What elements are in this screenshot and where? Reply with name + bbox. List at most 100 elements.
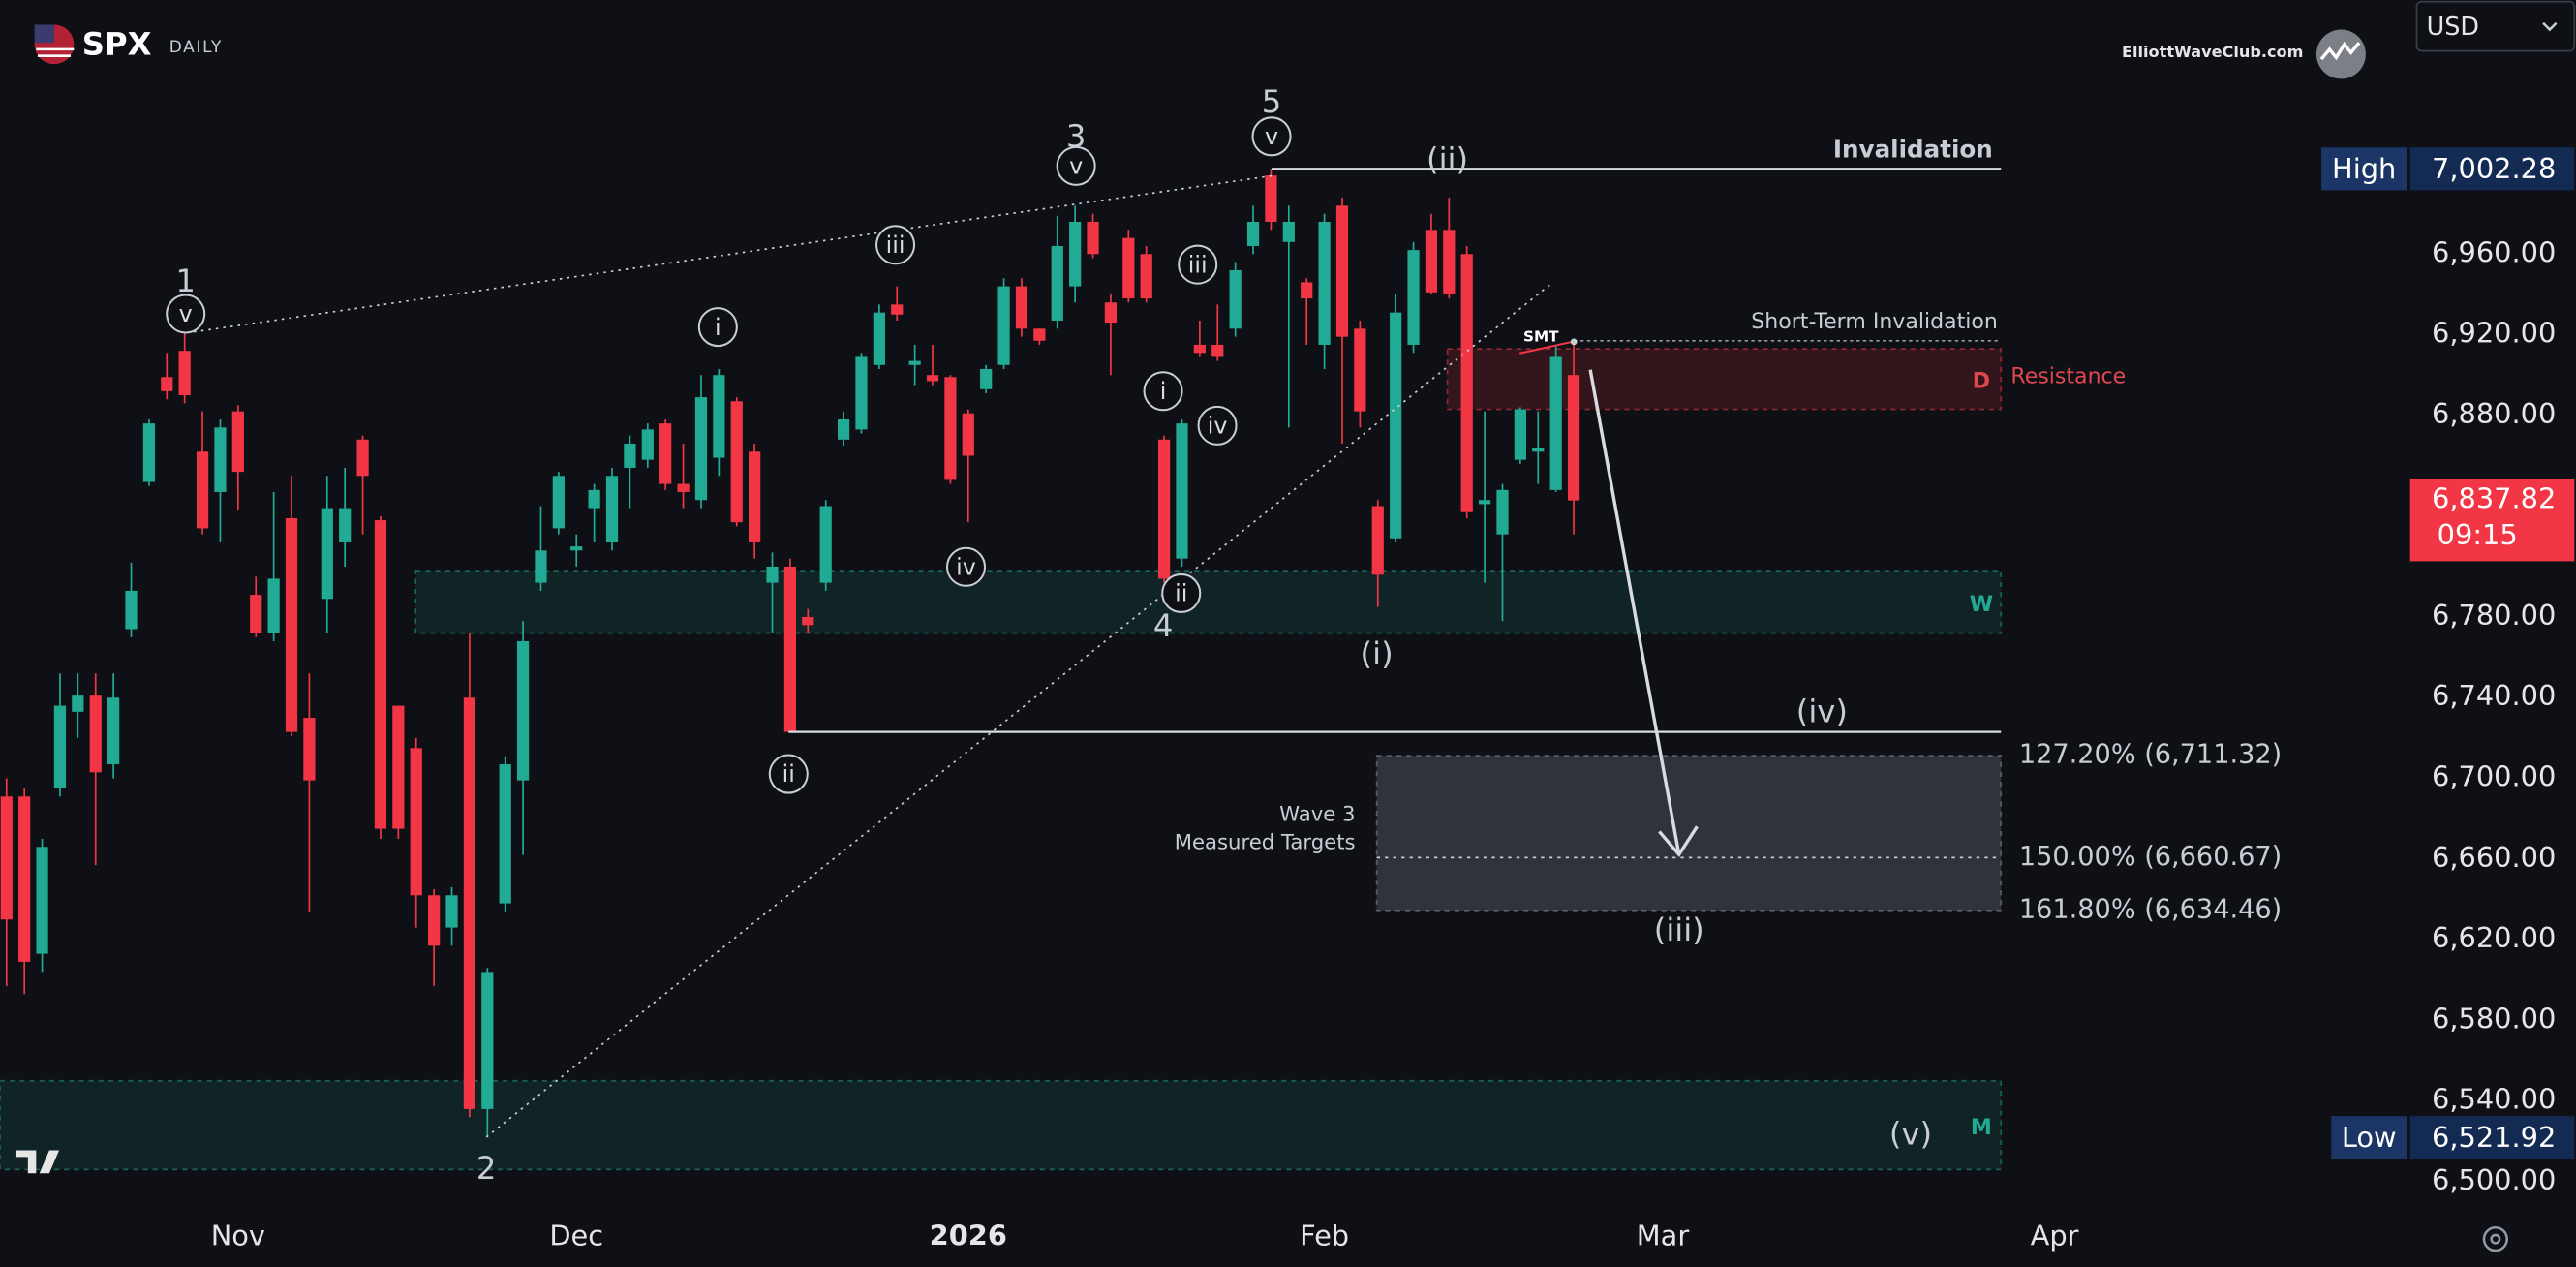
wave-label: (ii) xyxy=(1426,140,1468,177)
candle-body xyxy=(445,895,458,928)
currency-label: USD xyxy=(2427,12,2479,41)
candle-body xyxy=(1051,245,1063,321)
candle-body xyxy=(285,517,298,732)
candle-body xyxy=(997,286,1010,365)
candle-body xyxy=(730,401,743,523)
candle-body xyxy=(107,697,120,764)
y-tick-label: 6,880.00 xyxy=(2432,397,2556,430)
candle-body xyxy=(339,508,352,542)
y-tick-label: 6,660.00 xyxy=(2432,841,2556,874)
candle-body xyxy=(552,476,565,529)
wave-label: v xyxy=(1265,123,1278,150)
candle-body xyxy=(516,640,530,781)
price-tag-label: High xyxy=(2332,152,2396,185)
candle-body xyxy=(1246,221,1260,246)
candle-body xyxy=(303,718,316,781)
candle-body xyxy=(1211,344,1224,357)
candle-body xyxy=(1407,250,1420,345)
candle-body xyxy=(783,566,797,732)
candle-body xyxy=(1087,221,1099,255)
target-label: 161.80% (6,634.46) xyxy=(2019,894,2282,924)
candle-body xyxy=(1460,254,1473,512)
candle-body xyxy=(837,418,850,440)
candle-body xyxy=(321,508,333,600)
candle-body xyxy=(535,550,547,583)
zone-text: Resistance xyxy=(2010,365,2126,389)
candle-body xyxy=(356,439,369,477)
candle-body xyxy=(908,360,921,365)
target-label: 127.20% (6,711.32) xyxy=(2019,739,2282,769)
price-tag-label-bg xyxy=(2321,147,2407,191)
last-price-value: 6,837.82 xyxy=(2432,482,2556,515)
x-tick-label: Apr xyxy=(2031,1219,2079,1252)
smt-line xyxy=(1518,340,1573,355)
wave-label: iv xyxy=(956,553,976,580)
candle-body xyxy=(605,476,619,542)
last-price-countdown: 09:15 xyxy=(2438,518,2518,551)
y-tick-label: 6,580.00 xyxy=(2432,1002,2556,1035)
y-tick-label: 6,960.00 xyxy=(2432,235,2556,268)
candle-body xyxy=(499,763,511,904)
price-tag-label: Low xyxy=(2342,1121,2397,1154)
wave-label: ii xyxy=(1175,580,1187,607)
candle-body xyxy=(161,377,173,391)
y-tick-label: 6,500.00 xyxy=(2432,1163,2556,1196)
smt-label: SMT xyxy=(1523,327,1559,345)
wave-label: iii xyxy=(886,232,905,259)
candle-body xyxy=(72,695,84,712)
zones-layer: D Resistance W M 127.20% (6,711.32) 150.00% (… xyxy=(0,348,2282,1171)
candle-body xyxy=(36,847,48,954)
price-tag-label-bg xyxy=(2331,1116,2407,1159)
zone xyxy=(0,1079,2003,1171)
settings-icon[interactable] xyxy=(2482,1226,2509,1252)
candle-body xyxy=(1069,221,1082,287)
settings-icon-center xyxy=(2490,1233,2501,1245)
wave-label: v xyxy=(1069,153,1083,180)
candle-body xyxy=(1104,302,1118,324)
y-tick-label: 6,740.00 xyxy=(2432,679,2556,712)
wave-label: (i) xyxy=(1361,635,1394,672)
wave-circle xyxy=(875,225,916,265)
candle-body xyxy=(1015,286,1028,329)
brand-icon xyxy=(2315,29,2366,79)
candle-body xyxy=(1532,448,1545,452)
candle-body xyxy=(231,411,244,473)
x-tick-label: Feb xyxy=(1300,1219,1349,1252)
x-tick-label: Mar xyxy=(1637,1219,1690,1252)
candle-body xyxy=(196,451,209,529)
candle-body xyxy=(873,312,885,365)
wave-label: 3 xyxy=(1066,118,1086,155)
wave-label: iv xyxy=(1208,413,1228,440)
wave-label: iii xyxy=(1188,251,1208,278)
y-tick-label: 6,620.00 xyxy=(2432,921,2556,954)
symbol: SPX xyxy=(82,26,152,63)
currency-select[interactable] xyxy=(2415,0,2576,52)
last-price-tag xyxy=(2409,479,2575,562)
wave-label: 2 xyxy=(476,1150,496,1187)
candle-body xyxy=(713,375,725,458)
candle-body xyxy=(1425,230,1438,293)
candle-body xyxy=(819,506,832,583)
candle-body xyxy=(1301,282,1313,299)
target-title: Measured Targets xyxy=(1175,829,1356,853)
candle-body xyxy=(1371,506,1384,575)
candle-body xyxy=(1282,221,1295,242)
candle-body xyxy=(891,304,904,315)
candle-body xyxy=(1514,409,1526,460)
candle-body xyxy=(1567,375,1580,501)
candle-body xyxy=(89,695,102,773)
y-tick-label: 6,920.00 xyxy=(2432,317,2556,350)
candle-body xyxy=(267,578,280,634)
brand-icon-wave xyxy=(2319,41,2361,61)
zone xyxy=(414,570,2003,634)
wave-circle xyxy=(1161,572,1202,613)
candle-body xyxy=(766,566,779,583)
candle-body xyxy=(624,443,636,468)
y-tick-label: 6,700.00 xyxy=(2432,760,2556,793)
logo: SPX DAILY xyxy=(34,24,221,65)
candle-body xyxy=(1390,312,1402,539)
zone-label: W xyxy=(1970,593,1993,617)
wave-circle xyxy=(1143,371,1183,412)
